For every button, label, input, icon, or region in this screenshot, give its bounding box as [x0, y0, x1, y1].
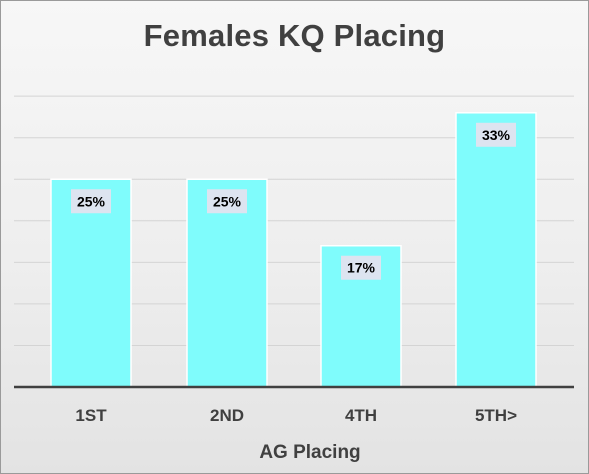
x-tick-label: 4TH: [345, 406, 377, 425]
bar-1st: [50, 178, 132, 388]
x-axis-title: AG Placing: [259, 442, 360, 463]
chart-title: Females KQ Placing: [143, 18, 446, 53]
x-tick-label: 1ST: [75, 406, 107, 425]
data-labels: 25% 25% 17% 33%: [71, 122, 516, 280]
data-label: 17%: [347, 260, 376, 276]
data-label-box: [207, 189, 247, 214]
data-label: 33%: [482, 127, 511, 143]
x-tick-labels: 1ST 2ND 4TH 5TH>: [75, 406, 517, 425]
x-tick-label: 5TH>: [475, 406, 517, 425]
data-label: 25%: [213, 193, 242, 209]
data-label-box: [71, 189, 111, 214]
data-label-box: [476, 122, 516, 147]
data-label: 25%: [77, 193, 106, 209]
bar-5th: [455, 112, 537, 388]
x-tick-label: 2ND: [210, 406, 244, 425]
data-label-box: [341, 255, 381, 280]
